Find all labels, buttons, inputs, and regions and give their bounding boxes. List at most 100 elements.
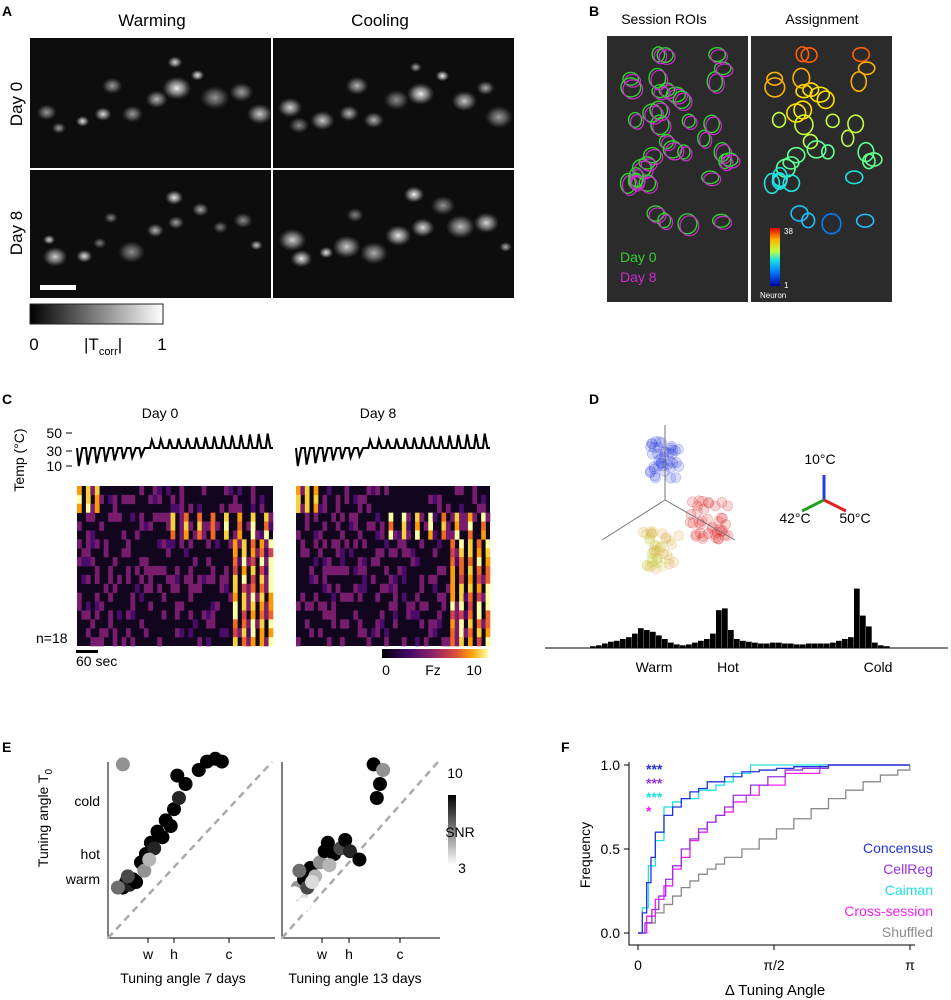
heatmap-cell [268, 539, 274, 549]
heatmap-cell [179, 512, 185, 522]
roi-outlines [619, 46, 883, 237]
heatmap-cell [304, 512, 310, 522]
e-left-xtick-h: h [170, 946, 178, 962]
heatmap-cell [318, 503, 323, 513]
heatmap-cell [259, 583, 265, 593]
heatmap-cell [313, 592, 319, 602]
cell-soma [51, 122, 66, 134]
histogram-bar [878, 645, 884, 648]
heatmap-cell [232, 628, 238, 638]
tuning-point [655, 541, 667, 553]
b-title-session-rois: Session ROIs [621, 11, 707, 27]
heatmap-cell [157, 637, 162, 647]
heatmap-cell [335, 548, 341, 558]
roi-assignment [786, 146, 806, 164]
heatmap-cell [179, 521, 185, 531]
heatmap-cell [250, 601, 256, 611]
heatmap-cell [157, 583, 162, 593]
heatmap-cell [388, 583, 394, 593]
heatmap-cell [175, 628, 180, 638]
heatmap-cell [255, 592, 260, 602]
tuning-point [690, 531, 702, 542]
heatmap-cell [85, 539, 91, 549]
tuning-point [666, 539, 677, 550]
heatmap-cell [428, 574, 433, 585]
heatmap-cell [481, 512, 486, 522]
heatmap-cell [401, 592, 407, 602]
heatmap-cell [348, 521, 354, 531]
heatmap-cell [406, 610, 411, 620]
heatmap-cell [467, 548, 473, 558]
heatmap-cell [206, 557, 211, 567]
heatmap-cell [485, 628, 491, 638]
histogram-bar [782, 643, 788, 648]
roi-day8 [658, 49, 676, 65]
heatmap-cell [126, 548, 131, 558]
heatmap-cell [304, 521, 310, 531]
tuning-point [702, 528, 714, 539]
roi-day0 [622, 71, 640, 86]
panel-d: D 10°C 42°C 50°C Warm Hot Cold [545, 391, 948, 675]
histogram-bar [818, 643, 824, 648]
heatmap-cell [126, 628, 131, 638]
heatmap-cell [99, 628, 105, 638]
tuning-point [709, 528, 721, 540]
heatmap-cell [232, 619, 238, 629]
heatmap-cell [476, 557, 482, 567]
heatmap-cell [348, 548, 354, 558]
heatmap-cell [379, 610, 385, 620]
cloud-axis-right [664, 499, 736, 541]
heatmap-cell [388, 574, 394, 585]
heatmap-cell [268, 548, 274, 558]
histogram-bar [698, 640, 704, 648]
roi-day8 [659, 214, 674, 231]
heatmap-cell [300, 486, 306, 496]
heatmap-cell [379, 548, 385, 558]
cell-soma [409, 62, 422, 73]
heatmap-cell [472, 512, 478, 522]
heatmap-cell [459, 619, 464, 629]
tuning-point [713, 516, 724, 527]
histogram-bar [872, 642, 878, 648]
heatmap-cell [318, 548, 323, 558]
tuning-point [652, 557, 664, 568]
cell-soma [411, 218, 435, 238]
heatmap-cell [467, 601, 473, 611]
tuning-point [659, 466, 670, 477]
heatmap-cell [467, 557, 473, 567]
scatter-point [342, 844, 357, 859]
scatter-point [163, 819, 178, 833]
heatmap-cell [476, 610, 482, 620]
roi-day0 [650, 114, 670, 136]
tcorr-colorbar [29, 303, 164, 325]
heatmap-cell [340, 592, 345, 602]
heatmap-cell [326, 557, 332, 567]
heatmap-cell [454, 512, 460, 522]
e-right-xtick-c: c [397, 946, 404, 962]
neuron-colorbar [770, 228, 780, 286]
histogram-bar [710, 633, 716, 648]
heatmap-cell [296, 530, 301, 540]
heatmap-cell [362, 566, 367, 576]
heatmap-cell [476, 539, 482, 549]
roi-assignment [857, 61, 876, 76]
heatmap-cell [459, 566, 464, 576]
heatmap-cell [232, 503, 238, 513]
heatmap-cell [241, 592, 247, 602]
heatmap-cell [437, 619, 442, 629]
roi-assignment [800, 47, 818, 64]
heatmap-cell [459, 610, 464, 620]
cell-soma [76, 249, 93, 263]
roi-day0 [697, 129, 711, 147]
temp-tick-50: 50 [46, 425, 62, 441]
cell-soma [42, 246, 68, 267]
heatmap-cell [388, 548, 394, 558]
heatmap-cell [454, 530, 460, 540]
panel-d-letter: D [589, 391, 599, 407]
heatmap-cell [450, 530, 456, 540]
tuning-point [646, 553, 658, 565]
heatmap-cell [197, 583, 203, 593]
heatmap-cell [309, 601, 314, 611]
heatmap-cell [179, 494, 185, 505]
heatmap-cell [432, 530, 438, 540]
